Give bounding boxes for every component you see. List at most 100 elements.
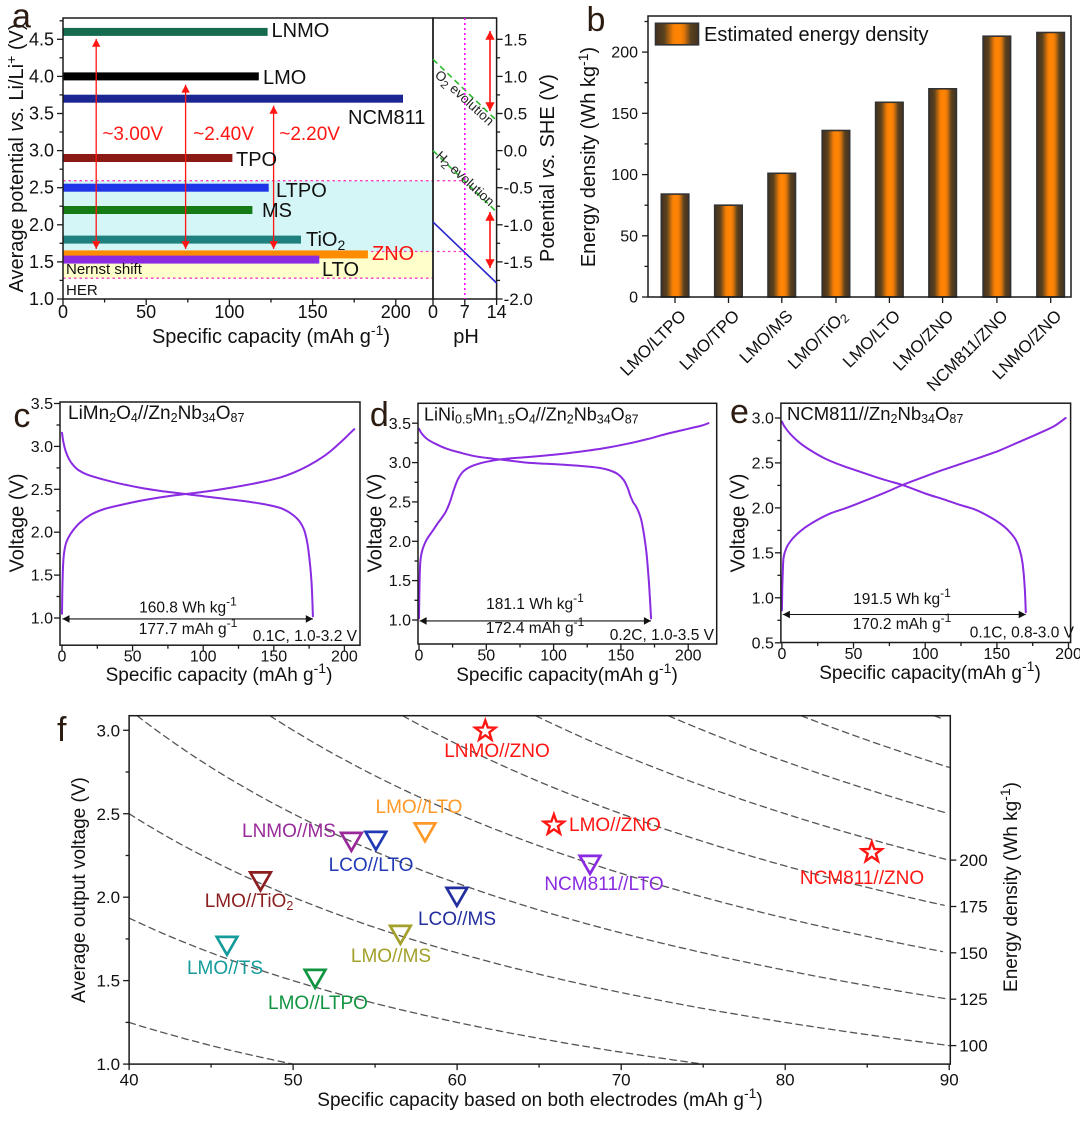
svg-text:50: 50 — [620, 228, 638, 245]
svg-text:NCM811//LTO: NCM811//LTO — [544, 874, 663, 895]
svg-text:0.1C, 0.8-3.0 V: 0.1C, 0.8-3.0 V — [970, 625, 1075, 642]
svg-text:Energy density (Wh kg-1): Energy density (Wh kg-1) — [575, 47, 600, 267]
svg-text:LNMO//ZNO: LNMO//ZNO — [444, 741, 550, 762]
svg-text:1.0: 1.0 — [96, 1055, 120, 1074]
svg-text:LMO: LMO — [263, 67, 306, 89]
svg-text:90: 90 — [940, 1071, 959, 1090]
svg-text:3.0: 3.0 — [752, 411, 774, 428]
svg-text:-1.0: -1.0 — [504, 216, 533, 235]
svg-text:0.5: 0.5 — [752, 635, 774, 652]
svg-text:MS: MS — [262, 200, 292, 222]
svg-text:-1.5: -1.5 — [504, 253, 533, 272]
svg-text:1.0: 1.0 — [389, 613, 411, 630]
svg-text:Specific capacity (mAh g-1): Specific capacity (mAh g-1) — [106, 660, 333, 686]
svg-text:1.0: 1.0 — [752, 590, 774, 607]
svg-text:b: b — [587, 1, 606, 39]
svg-text:150: 150 — [959, 944, 987, 963]
svg-text:0.5: 0.5 — [504, 105, 528, 124]
svg-text:2.0: 2.0 — [752, 500, 774, 517]
svg-text:50: 50 — [845, 646, 863, 663]
svg-text:~2.40V: ~2.40V — [193, 124, 254, 145]
svg-text:d: d — [370, 396, 389, 434]
svg-text:125: 125 — [959, 990, 987, 1009]
svg-text:100: 100 — [611, 167, 638, 184]
svg-text:LTPO: LTPO — [276, 180, 327, 202]
svg-text:200: 200 — [611, 45, 638, 62]
svg-text:2.5: 2.5 — [29, 178, 54, 198]
svg-text:0.2C, 1.0-3.5 V: 0.2C, 1.0-3.5 V — [610, 627, 715, 644]
svg-text:50: 50 — [136, 302, 156, 322]
svg-text:Energy density (Wh kg-1): Energy density (Wh kg-1) — [997, 782, 1022, 992]
svg-text:Specific capacity (mAh g-1): Specific capacity (mAh g-1) — [152, 322, 390, 348]
svg-text:3.5: 3.5 — [31, 396, 53, 413]
svg-text:70: 70 — [612, 1071, 631, 1090]
svg-text:1.5: 1.5 — [752, 545, 774, 562]
svg-text:150: 150 — [298, 302, 328, 322]
svg-text:200: 200 — [1055, 646, 1080, 663]
svg-text:181.1 Wh kg-1: 181.1 Wh kg-1 — [486, 591, 584, 613]
svg-text:150: 150 — [260, 649, 287, 666]
svg-text:60: 60 — [448, 1071, 467, 1090]
svg-text:Voltage (V): Voltage (V) — [365, 474, 387, 573]
svg-text:Specific capacity(mAh g-1): Specific capacity(mAh g-1) — [456, 660, 678, 686]
svg-text:170.2 mAh g-1: 170.2 mAh g-1 — [853, 611, 952, 633]
svg-text:2.0: 2.0 — [389, 534, 411, 551]
svg-text:LCO//MS: LCO//MS — [418, 909, 496, 930]
svg-text:3.5: 3.5 — [29, 104, 54, 124]
svg-text:1.0: 1.0 — [29, 289, 54, 309]
svg-text:TPO: TPO — [236, 149, 277, 171]
svg-text:150: 150 — [611, 106, 638, 123]
svg-text:c: c — [13, 397, 30, 435]
svg-text:LiMn2O4//Zn2Nb34O87: LiMn2O4//Zn2Nb34O87 — [68, 403, 244, 425]
svg-text:160.8 Wh kg-1: 160.8 Wh kg-1 — [139, 594, 237, 616]
svg-text:-0.5: -0.5 — [504, 179, 533, 198]
svg-text:100: 100 — [959, 1037, 987, 1056]
svg-text:Potential vs. SHE (V): Potential vs. SHE (V) — [537, 74, 559, 262]
svg-text:0: 0 — [58, 649, 67, 666]
svg-text:LMO//TiO2: LMO//TiO2 — [205, 891, 294, 913]
svg-text:Voltage (V): Voltage (V) — [7, 474, 29, 573]
svg-text:100: 100 — [912, 646, 939, 663]
svg-text:NCM811: NCM811 — [348, 107, 425, 129]
svg-text:0: 0 — [777, 646, 786, 663]
svg-text:100: 100 — [540, 648, 567, 665]
svg-text:0: 0 — [58, 302, 68, 322]
svg-text:Average potential vs. Li/Li+ (: Average potential vs. Li/Li+ (V) — [3, 23, 28, 292]
svg-text:100: 100 — [214, 302, 244, 322]
svg-text:3.0: 3.0 — [31, 439, 53, 456]
svg-text:175: 175 — [959, 897, 987, 916]
svg-text:2.5: 2.5 — [752, 455, 774, 472]
svg-text:2.0: 2.0 — [31, 525, 53, 542]
svg-text:0: 0 — [415, 648, 424, 665]
svg-text:2.5: 2.5 — [389, 494, 411, 511]
svg-text:50: 50 — [477, 648, 495, 665]
svg-text:3.0: 3.0 — [96, 721, 120, 740]
svg-text:LMO//LTPO: LMO//LTPO — [268, 993, 368, 1014]
svg-text:0: 0 — [428, 302, 438, 322]
svg-text:NCM811//ZNO: NCM811//ZNO — [800, 868, 924, 889]
svg-text:Specific capacity based on bot: Specific capacity based on both electrod… — [317, 1085, 762, 1111]
svg-text:1.0: 1.0 — [31, 611, 53, 628]
svg-text:200: 200 — [331, 649, 358, 666]
svg-text:50: 50 — [284, 1071, 303, 1090]
svg-text:2.0: 2.0 — [29, 215, 54, 235]
svg-text:~3.00V: ~3.00V — [102, 124, 163, 145]
svg-text:a: a — [12, 0, 31, 36]
svg-text:LCO//LTO: LCO//LTO — [329, 855, 414, 876]
svg-text:172.4 mAh g-1: 172.4 mAh g-1 — [486, 615, 585, 637]
svg-text:1.5: 1.5 — [29, 252, 54, 272]
svg-text:191.5 Wh kg-1: 191.5 Wh kg-1 — [853, 586, 951, 608]
svg-text:pH: pH — [453, 326, 479, 348]
svg-text:e: e — [730, 393, 749, 431]
svg-text:1.5: 1.5 — [504, 30, 528, 49]
svg-text:ZNO: ZNO — [372, 243, 414, 265]
svg-text:200: 200 — [381, 302, 411, 322]
svg-text:14: 14 — [487, 302, 507, 322]
svg-text:LMO//TS: LMO//TS — [187, 958, 263, 979]
svg-text:LiNi0.5Mn1.5O4//Zn2Nb34O87: LiNi0.5Mn1.5O4//Zn2Nb34O87 — [424, 404, 639, 426]
svg-text:1.5: 1.5 — [96, 972, 120, 991]
svg-text:2.0: 2.0 — [96, 888, 120, 907]
svg-text:3.0: 3.0 — [389, 455, 411, 472]
svg-text:LMO//MS: LMO//MS — [351, 946, 431, 967]
svg-text:4.0: 4.0 — [29, 66, 54, 86]
